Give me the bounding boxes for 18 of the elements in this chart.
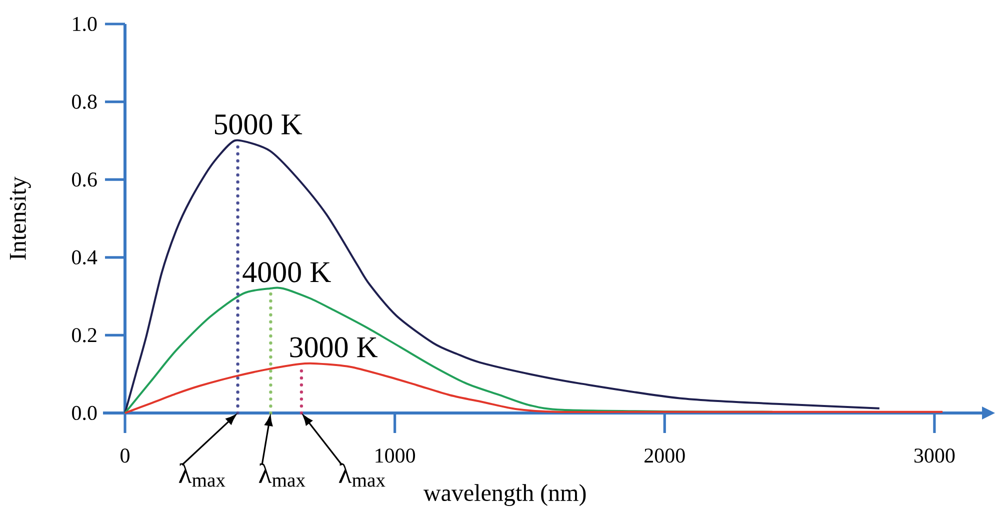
annotation: λ$_{max}$	[258, 463, 306, 487]
annotation: λ$_{max}$	[338, 463, 386, 487]
x-axis-title: wavelength (nm)	[423, 484, 586, 506]
x-tick-label: 2000	[644, 448, 685, 463]
y-tick-label: 1.0	[73, 16, 97, 32]
series-label: 3000 K	[290, 337, 378, 358]
y-tick-label: 0.4	[72, 250, 98, 265]
x-tick-label: 0	[120, 448, 130, 463]
y-tick-label: 0.2	[72, 328, 96, 342]
y-tick-label: 0.8	[72, 94, 97, 109]
series-label: 4000 K	[242, 262, 331, 282]
y-axis-title: Intensity	[10, 176, 31, 260]
x-tick-label: 3000	[914, 448, 955, 463]
x-tick-label: 1000	[376, 448, 416, 463]
y-tick-label: 0.0	[72, 406, 97, 420]
series-label: 5000 K	[214, 114, 302, 134]
annotation: λ$_{max}$	[178, 463, 226, 487]
y-tick-label: 0.6	[72, 172, 97, 187]
